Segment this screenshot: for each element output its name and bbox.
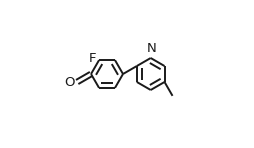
Text: N: N — [147, 42, 156, 55]
Text: O: O — [65, 76, 75, 89]
Text: F: F — [89, 52, 96, 65]
